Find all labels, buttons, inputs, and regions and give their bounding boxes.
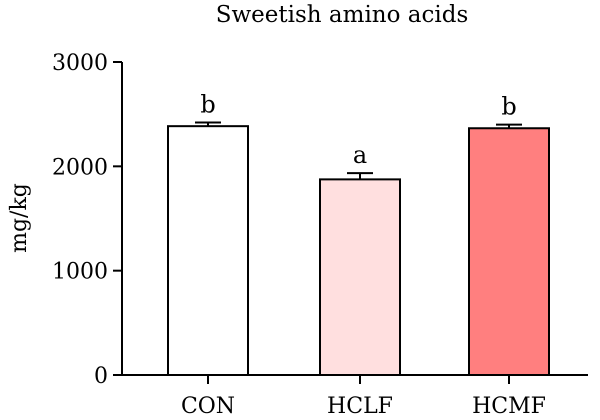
y-tick-label: 0 — [94, 364, 108, 389]
y-axis-label: mg/kg — [7, 183, 32, 253]
y-tick-label: 2000 — [52, 155, 108, 180]
y-tick-label: 3000 — [52, 51, 108, 76]
bar-con — [167, 125, 249, 377]
y-tick-label: 1000 — [52, 260, 108, 285]
significance-label: b — [501, 93, 516, 121]
chart-title: Sweetish amino acids — [216, 2, 469, 28]
bars: b a b — [167, 91, 550, 377]
x-tick-label: CON — [181, 394, 235, 419]
bar-hcmf — [468, 127, 550, 376]
x-tick-label: HCLF — [327, 394, 393, 419]
axes: 0 1000 2000 3000 CON HCLF HCMF — [52, 51, 588, 419]
significance-label: b — [200, 91, 215, 119]
significance-label: a — [353, 141, 367, 169]
x-tick-label: HCMF — [472, 394, 546, 419]
bar-hclf — [319, 178, 401, 376]
